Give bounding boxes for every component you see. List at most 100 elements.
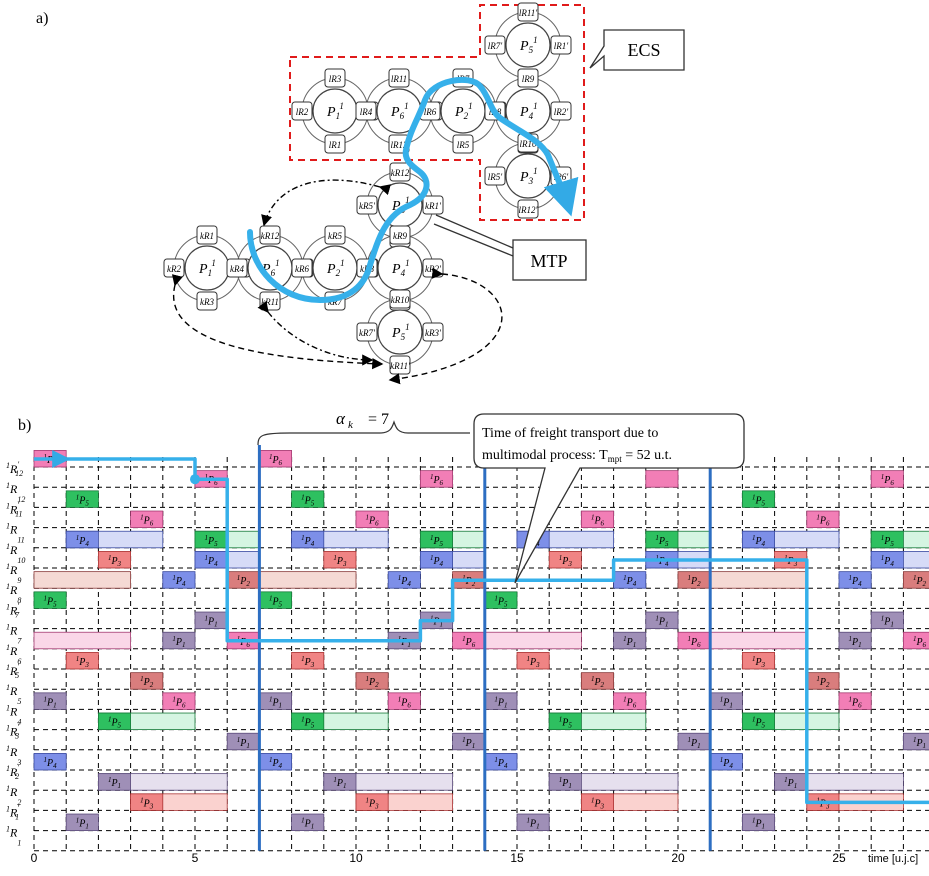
task-block-p1: 1P1 (709, 692, 743, 710)
resource-label: kR5 (328, 231, 342, 241)
task-block-p5: 1P5 (484, 591, 518, 609)
task-block-p1: 1P1 (645, 611, 679, 630)
task-label: 1P4 (430, 554, 444, 568)
task-block-p2: 1P2 (903, 571, 929, 589)
resource-label: kR6 (295, 264, 309, 274)
task-label: 1P4 (623, 574, 637, 588)
resource-box: kR12 (389, 162, 411, 182)
task-label: 1P6 (366, 514, 380, 528)
row-label: 1R6 (6, 643, 21, 666)
row-label: 1R' 3 (6, 723, 19, 741)
alpha-symbol: α (336, 409, 346, 428)
task-label: 1P3 (108, 554, 122, 568)
task-label: 1P5 (301, 493, 315, 507)
task-block-p6 (33, 631, 131, 650)
x-tick-label: 15 (510, 851, 524, 865)
task-block-p6: 1P6 (581, 510, 615, 529)
task-label: 1P5 (881, 534, 895, 548)
resource-label: kR2 (167, 264, 181, 274)
task-block-p2 (33, 571, 131, 589)
resource-box: kR2' (422, 258, 444, 278)
row-label: 1R' 7 (6, 601, 20, 619)
task-block-p4: 1P4 (742, 530, 840, 549)
task-block-p3: 1P3 (130, 793, 228, 811)
task-label: 1P4 (269, 756, 283, 770)
return-arrow-mid (257, 300, 374, 366)
task-label: 1P2 (237, 574, 251, 588)
resource-label: kR3' (425, 328, 442, 338)
task-block-p4: 1P4 (838, 571, 872, 589)
resource-label: lR12 (391, 140, 408, 150)
place-label: P11 (198, 258, 216, 278)
task-block-p3: 1P3 (65, 652, 99, 670)
task-label: 1P4 (205, 554, 219, 568)
row-label: 1R1 (6, 825, 21, 848)
task-label: 1P3 (333, 554, 347, 568)
resource-label: kR12 (261, 231, 280, 241)
task-block-p1: 1P1 (677, 732, 711, 751)
task-block-p1: 1P1 (194, 611, 228, 630)
route-path-a (247, 76, 579, 304)
task-label: 1P6 (269, 453, 283, 467)
row-label: 1R' 11 (6, 500, 22, 518)
task-block-p1: 1P1 (33, 692, 67, 710)
resource-box: kR1' (422, 195, 444, 215)
row-label: 1R' 2 (6, 763, 19, 781)
resource-box: lR2 (291, 101, 313, 121)
task-label: 1P1 (881, 615, 894, 629)
resource-label: kR11' (390, 361, 411, 371)
task-block-p5: 1P5 (742, 490, 776, 508)
place-label: P21 (326, 258, 345, 278)
resource-box: lR9 (517, 68, 539, 88)
task-block-p5: 1P5 (65, 490, 99, 508)
task-block-p6: 1P6 (452, 631, 486, 650)
resource-box: kR3 (196, 291, 218, 311)
x-axis-label: time [u.j.c] (868, 853, 918, 865)
route-start-dot (190, 474, 200, 485)
x-tick-label: 0 (31, 851, 38, 865)
row-label: 1R' 1 (6, 803, 19, 821)
task-block-p6: 1P6 (387, 692, 421, 710)
place-label: P61 (261, 258, 280, 278)
task-block-p4: 1P4 (709, 753, 743, 771)
task-label: 1P1 (752, 817, 765, 831)
task-block-p3: 1P3 (355, 793, 453, 811)
resource-box: kR11 (259, 291, 281, 311)
row-label: 1R12 (6, 481, 25, 504)
task-label: 1P6 (430, 473, 444, 487)
task-block-p2: 1P2 (677, 571, 711, 589)
task-block-p6: 1P6 (677, 631, 711, 650)
place-p1-top: P11 lR3 lR2 lR4 lR1 (291, 68, 379, 154)
task-block-p6: 1P6 (258, 450, 292, 468)
task-block-p4: 1P4 (291, 530, 389, 549)
task-label: 1P3 (301, 655, 315, 669)
resource-label: lR11' (519, 8, 538, 18)
task-label: 1P6 (688, 635, 702, 649)
task-block-p6: 1P6 (838, 692, 872, 710)
resource-label: kR4 (230, 264, 244, 274)
freight-route (34, 457, 929, 805)
row-label: 1R11 (6, 522, 25, 545)
task-label: 1P1 (462, 736, 475, 750)
resource-label: kR12 (391, 168, 410, 178)
resource-label: lR1 (329, 140, 342, 150)
task-label: 1P1 (301, 817, 314, 831)
task-block-p1: 1P1 (98, 773, 228, 791)
task-block-p2: 1P2 (581, 672, 615, 690)
task-label: 1P1 (269, 695, 282, 709)
task-label: 1P4 (76, 534, 90, 548)
resource-label: kR10 (391, 295, 410, 305)
cycle-brace: α k = 7 (257, 409, 470, 446)
task-label: 1P1 (720, 695, 733, 709)
resource-box: kR12 (259, 225, 281, 245)
task-label: 1P1 (205, 615, 218, 629)
task-label: 1P4 (172, 574, 186, 588)
resource-label: lR2 (296, 107, 309, 117)
task-label: 1P5 (301, 716, 315, 730)
task-label: 1P6 (913, 635, 927, 649)
task-block-p5: 1P5 (419, 530, 486, 549)
task-label: 1P1 (655, 615, 668, 629)
task-block-p6 (709, 631, 808, 650)
task-label: 1P4 (881, 554, 895, 568)
